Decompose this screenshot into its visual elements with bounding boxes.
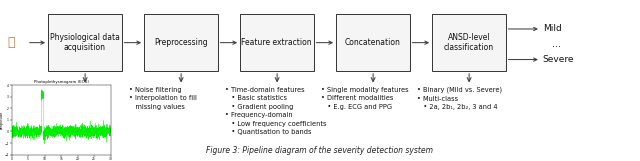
FancyBboxPatch shape	[144, 14, 218, 71]
Text: Figure 3: Pipeline diagram of the severity detection system: Figure 3: Pipeline diagram of the severi…	[207, 146, 433, 155]
Text: • Single modality features
• Different modalities
   • E.g. ECG and PPG: • Single modality features • Different m…	[321, 87, 409, 110]
Text: Preprocessing: Preprocessing	[154, 38, 207, 47]
FancyBboxPatch shape	[432, 14, 506, 71]
Title: Photoplethysmogram (ECG): Photoplethysmogram (ECG)	[34, 80, 88, 84]
Text: 👉: 👉	[8, 36, 15, 49]
Text: Severe: Severe	[543, 55, 574, 64]
Text: • Binary (Mild vs. Severe)
• Multi-class
   • 2a, 2b₁, 2b₂, 3 and 4: • Binary (Mild vs. Severe) • Multi-class…	[417, 87, 502, 110]
Text: Feature extraction: Feature extraction	[241, 38, 312, 47]
FancyBboxPatch shape	[240, 14, 314, 71]
FancyBboxPatch shape	[336, 14, 410, 71]
Text: ANSD-level
classification: ANSD-level classification	[444, 33, 494, 52]
Text: • Noise filtering
• Interpolation to fill
   missing values: • Noise filtering • Interpolation to fil…	[129, 87, 197, 110]
Text: ...: ...	[552, 39, 561, 49]
Text: Mild: Mild	[543, 24, 561, 33]
FancyBboxPatch shape	[48, 14, 122, 71]
Text: Physiological data
acquisition: Physiological data acquisition	[50, 33, 120, 52]
Text: Concatenation: Concatenation	[345, 38, 401, 47]
Text: • Time-domain features
   • Basic statistics
   • Gradient pooling
• Frequency-d: • Time-domain features • Basic statistic…	[225, 87, 327, 135]
Y-axis label: Amplitude: Amplitude	[0, 111, 4, 129]
